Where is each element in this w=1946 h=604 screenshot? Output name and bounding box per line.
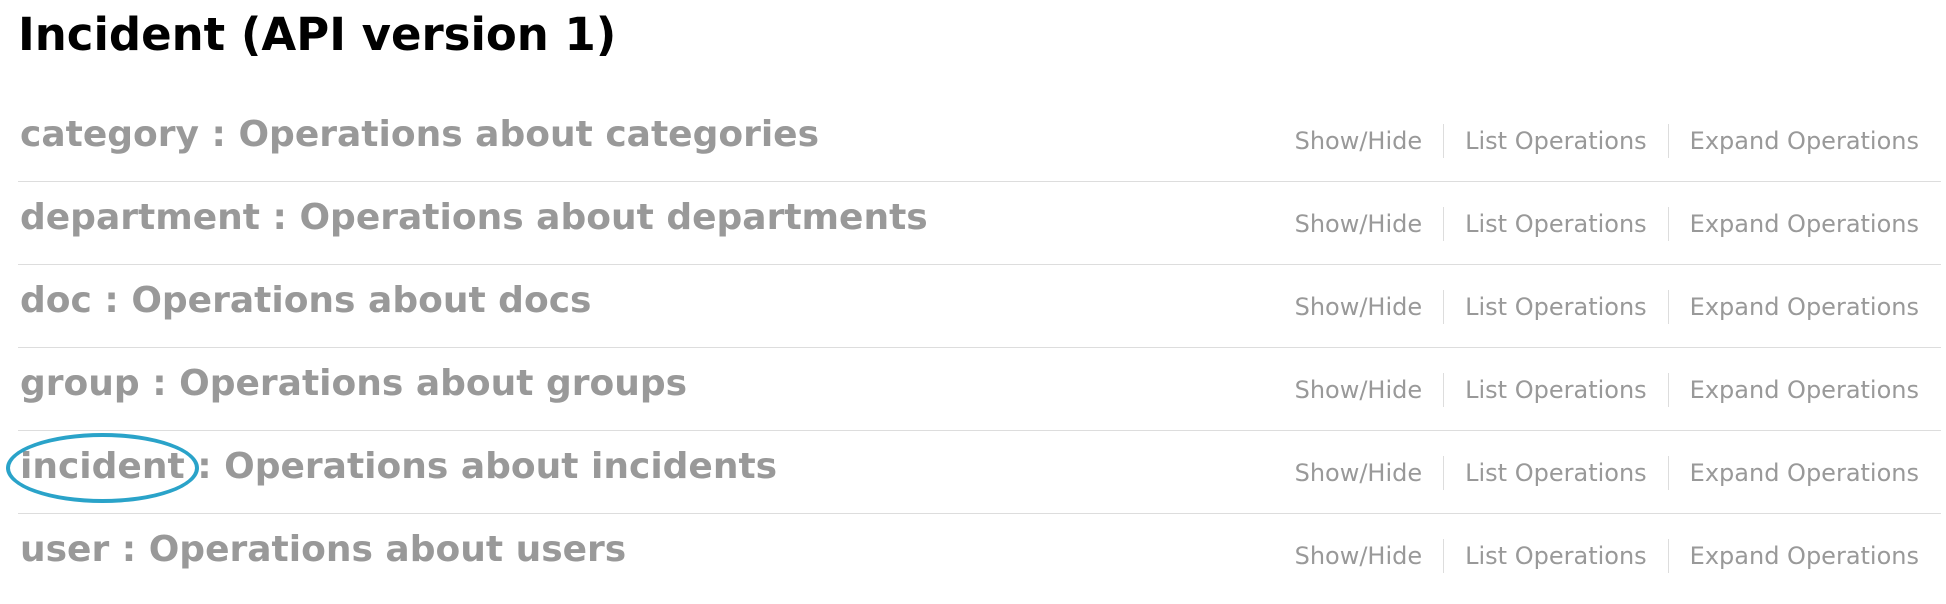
resource-description[interactable]: Operations about departments	[299, 197, 928, 238]
resource-separator: :	[91, 280, 132, 321]
resource-description[interactable]: Operations about docs	[131, 280, 592, 321]
resource-name[interactable]: category	[20, 114, 199, 155]
page-title: Incident (API version 1)	[18, 8, 617, 61]
resource-incident: incident : Operations about incidents Sh…	[6, 431, 1941, 514]
resource-separator: :	[198, 114, 239, 155]
resource-operations: Show/Hide List Operations Expand Operati…	[1274, 207, 1919, 241]
expand-operations-link[interactable]: Expand Operations	[1689, 293, 1919, 321]
op-item: Show/Hide	[1274, 290, 1444, 324]
op-item: List Operations	[1443, 290, 1668, 324]
op-item: Expand Operations	[1667, 207, 1919, 241]
resource-name[interactable]: user	[20, 529, 110, 570]
resource-operations: Show/Hide List Operations Expand Operati…	[1274, 290, 1919, 324]
show-hide-link[interactable]: Show/Hide	[1294, 127, 1423, 155]
op-item: Show/Hide	[1274, 124, 1444, 158]
resource-operations: Show/Hide List Operations Expand Operati…	[1274, 456, 1919, 490]
expand-operations-link[interactable]: Expand Operations	[1689, 542, 1919, 570]
resource-operations: Show/Hide List Operations Expand Operati…	[1274, 539, 1919, 573]
resource-name[interactable]: group	[20, 363, 140, 404]
resource-name[interactable]: incident	[20, 446, 185, 487]
show-hide-link[interactable]: Show/Hide	[1294, 542, 1423, 570]
list-operations-link[interactable]: List Operations	[1465, 210, 1647, 238]
op-item: List Operations	[1443, 207, 1668, 241]
resource-department: department : Operations about department…	[18, 182, 1941, 265]
resource-list: category : Operations about categories S…	[6, 99, 1941, 597]
resource-heading[interactable]: department : Operations about department…	[20, 196, 928, 240]
resource-heading[interactable]: category : Operations about categories	[20, 113, 819, 157]
show-hide-link[interactable]: Show/Hide	[1294, 376, 1423, 404]
op-item: Expand Operations	[1667, 290, 1919, 324]
show-hide-link[interactable]: Show/Hide	[1294, 459, 1423, 487]
resource-heading[interactable]: incident : Operations about incidents	[6, 433, 778, 503]
resource-description[interactable]: Operations about users	[148, 529, 627, 570]
list-operations-link[interactable]: List Operations	[1465, 376, 1647, 404]
op-item: Expand Operations	[1667, 124, 1919, 158]
op-item: Expand Operations	[1667, 373, 1919, 407]
resource-category: category : Operations about categories S…	[18, 99, 1941, 182]
resource-group: group : Operations about groups Show/Hid…	[18, 348, 1941, 431]
resource-operations: Show/Hide List Operations Expand Operati…	[1274, 373, 1919, 407]
show-hide-link[interactable]: Show/Hide	[1294, 293, 1423, 321]
resource-name[interactable]: doc	[20, 280, 92, 321]
op-item: Show/Hide	[1274, 456, 1444, 490]
expand-operations-link[interactable]: Expand Operations	[1689, 127, 1919, 155]
op-item: List Operations	[1443, 124, 1668, 158]
op-item: Show/Hide	[1274, 373, 1444, 407]
op-item: Show/Hide	[1274, 539, 1444, 573]
op-item: Expand Operations	[1667, 539, 1919, 573]
resource-separator: :	[109, 529, 149, 570]
op-item: List Operations	[1443, 539, 1668, 573]
expand-operations-link[interactable]: Expand Operations	[1689, 376, 1919, 404]
resource-separator: :	[184, 446, 225, 487]
list-operations-link[interactable]: List Operations	[1465, 542, 1647, 570]
op-item: List Operations	[1443, 456, 1668, 490]
resource-description[interactable]: Operations about incidents	[224, 446, 778, 487]
expand-operations-link[interactable]: Expand Operations	[1689, 459, 1919, 487]
op-item: Expand Operations	[1667, 456, 1919, 490]
resource-description[interactable]: Operations about categories	[238, 114, 820, 155]
op-item: Show/Hide	[1274, 207, 1444, 241]
expand-operations-link[interactable]: Expand Operations	[1689, 210, 1919, 238]
resource-name[interactable]: department	[20, 197, 260, 238]
list-operations-link[interactable]: List Operations	[1465, 293, 1647, 321]
list-operations-link[interactable]: List Operations	[1465, 127, 1647, 155]
resource-separator: :	[139, 363, 180, 404]
show-hide-link[interactable]: Show/Hide	[1294, 210, 1423, 238]
resource-heading[interactable]: doc : Operations about docs	[20, 279, 591, 323]
op-item: List Operations	[1443, 373, 1668, 407]
resource-heading[interactable]: group : Operations about groups	[20, 362, 687, 406]
resource-doc: doc : Operations about docs Show/Hide Li…	[18, 265, 1941, 348]
resource-description[interactable]: Operations about groups	[179, 363, 688, 404]
resource-separator: :	[259, 197, 300, 238]
resource-user: user : Operations about users Show/Hide …	[18, 514, 1941, 597]
list-operations-link[interactable]: List Operations	[1465, 459, 1647, 487]
resource-heading[interactable]: user : Operations about users	[20, 528, 626, 572]
resource-operations: Show/Hide List Operations Expand Operati…	[1274, 124, 1919, 158]
